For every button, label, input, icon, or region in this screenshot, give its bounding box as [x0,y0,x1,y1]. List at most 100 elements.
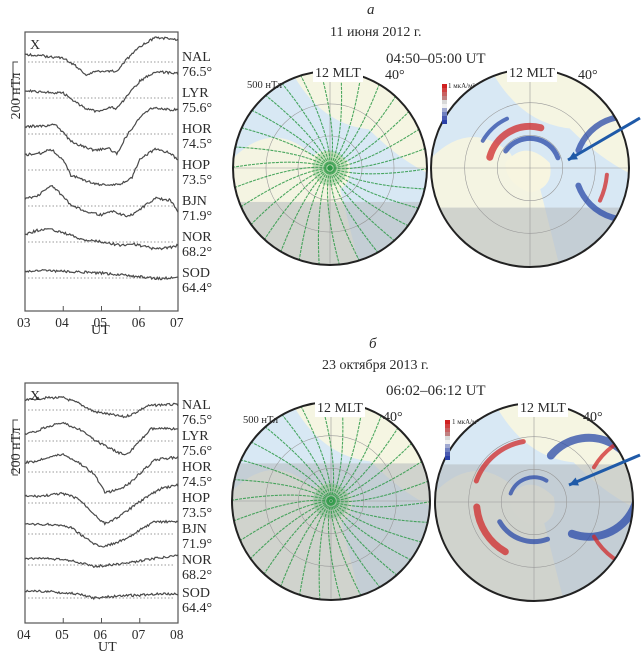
vector-line [232,494,332,502]
vector-line [278,410,332,502]
vector-line [247,167,331,229]
vector-line [330,500,401,579]
vector-line [329,126,424,169]
vector-line [330,423,402,502]
x-tick-label: 05 [55,627,69,642]
vector-line [232,478,332,502]
trace-nal [24,36,179,77]
station-lat-nor: 68.2° [182,245,213,260]
colorbar-cell [445,428,450,432]
vector-line [329,167,362,265]
station-label-hop: HOP [182,491,211,506]
vector-cluster [313,483,349,519]
station-label-nor: NOR [182,230,212,245]
x-tick-label: 07 [131,627,146,642]
station-lat-sod: 64.4° [182,601,213,616]
vector-line [330,500,416,563]
vector-line [278,167,331,257]
trace-bjn [24,185,179,218]
x-tick-label: 03 [17,315,31,330]
x-tick-label: 07 [170,315,184,330]
pointer-arrow [568,453,641,487]
vector-cluster [312,150,348,186]
vector-line [329,167,427,190]
station-label-hor: HOR [182,460,212,475]
upward-current [486,122,545,161]
vector-line [330,410,384,502]
trace-lyr [24,70,179,114]
colorbar-cell [442,104,447,108]
vector-scale-a: 500 нТл [247,80,283,91]
station-label-nor: NOR [182,553,212,568]
arrow-shaft [567,116,641,162]
current-scale-a: 1 мкА/м² [448,82,475,90]
mlt-label-b-right: 12 MLT [518,401,568,417]
colorbar-cell [445,424,450,428]
vector-line [232,499,332,524]
colorbar-cell [445,432,450,436]
vector-line [329,167,427,175]
lat-label-b-right: 40° [583,410,603,425]
trace-nor [24,554,179,569]
vector-line [298,500,332,600]
land-eurasia [490,69,629,173]
colorbar-cell [445,420,450,424]
vector-line [298,402,332,502]
vector-line [317,167,331,265]
vector-line [261,423,332,502]
trace-hor [24,106,179,156]
panel-date-b: 23 октября 2013 г. [322,358,429,373]
vector-line [330,458,427,502]
downward-current [503,135,561,161]
station-label-hop: HOP [182,158,211,173]
colorbar-cell [442,108,447,112]
vector-line [330,478,430,503]
station-lat-sod: 64.4° [182,281,213,296]
vector-line [329,167,399,245]
vector-line [330,500,427,544]
trace-nor [24,228,179,251]
x-tick-label: 05 [93,315,108,330]
station-lat-nal: 76.5° [182,65,213,80]
vector-line [330,500,430,524]
station-lat-hop: 73.5° [182,506,213,521]
station-lat-hop: 73.5° [182,173,213,188]
vector-map-a [232,70,428,266]
station-label-nal: NAL [182,398,211,413]
colorbar-a [442,84,447,124]
downward-current [575,113,629,223]
station-lat-lyr: 75.6° [182,444,213,459]
vector-line [329,146,427,170]
vector-line [247,107,331,169]
trace-hor [25,453,179,494]
upward-current [473,439,526,484]
mlt-label-a-left: 12 MLT [313,66,363,82]
vector-line [236,167,331,210]
lat-label-b-left: 40° [383,410,403,425]
vector-line [236,126,331,169]
vector-line [329,167,424,210]
colorbar-cell [442,96,447,100]
vector-line [298,71,331,169]
station-label-hor: HOR [182,122,212,137]
upward-current [598,172,609,203]
x-tick-label: 04 [55,315,69,330]
vector-line [318,500,332,600]
panel-time-b: 06:02–06:12 UT [386,383,486,399]
trace-nal [24,395,179,419]
vector-line [233,161,331,169]
vector-line [329,167,382,257]
station-label-bjn: BJN [182,522,207,537]
vector-line [326,167,342,265]
arrow-head [569,477,579,486]
mlt-label-b-left: 12 MLT [315,401,365,417]
vector-line [329,79,382,169]
station-label-lyr: LYR [182,86,209,101]
vector-line [261,167,331,244]
colorbar-cell [445,448,450,452]
scale-bar [12,61,18,100]
trace-hop [24,483,179,526]
colorbar-cell [442,88,447,92]
colorbar-cell [445,440,450,444]
